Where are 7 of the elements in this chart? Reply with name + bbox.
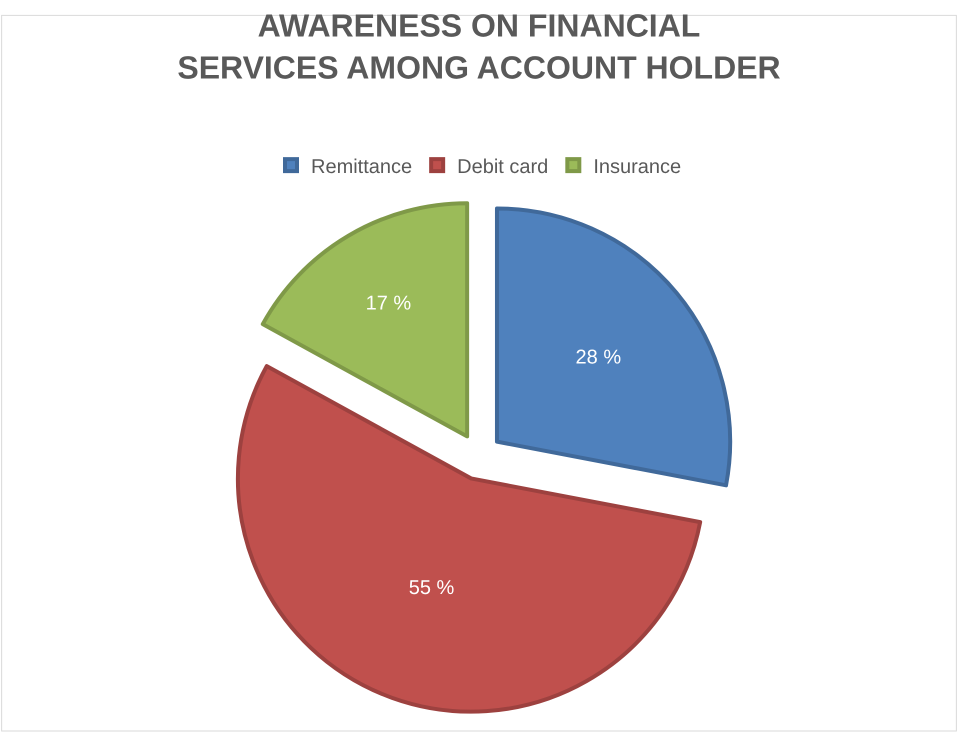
legend-label: Remittance <box>311 156 412 178</box>
chart-title: AWARENESS ON FINANCIAL SERVICES AMONG ACCOUNT HOLDER <box>177 8 781 86</box>
data-label: 55 % <box>408 577 455 600</box>
data-label: 17 % <box>366 292 412 314</box>
data-label: 28 % <box>576 346 622 369</box>
legend-label: Debit card <box>457 156 548 178</box>
legend-label: Insurance <box>593 156 682 178</box>
